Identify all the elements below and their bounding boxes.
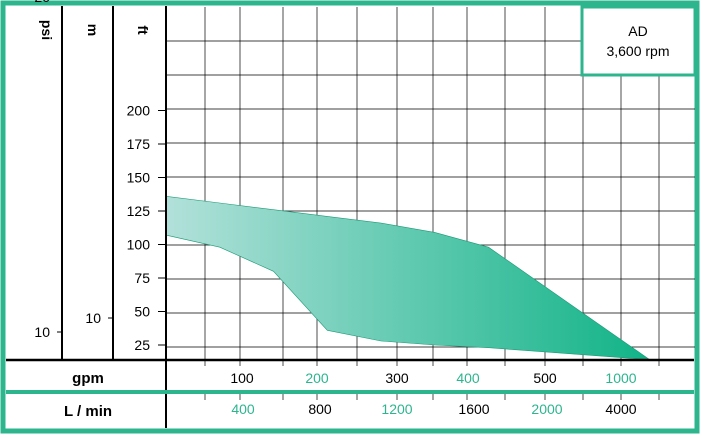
ft-axis-label: ft <box>135 25 151 35</box>
model-title-box <box>580 5 697 77</box>
gpm-axis-label: gpm <box>72 370 104 387</box>
gpm-tick-label: 200 <box>305 370 329 386</box>
lpm-tick-label: 2000 <box>531 401 562 417</box>
lpm-tick-labels: 400 800 1200 1600 2000 4000 <box>231 401 636 417</box>
ft-tick-label: 25 <box>134 337 150 353</box>
m-tick-labels: 102030405060 <box>85 310 101 326</box>
ft-tick-label: 175 <box>127 136 151 152</box>
ft-tick-labels: 25 50 75 100 125 150 175 200 <box>127 103 151 354</box>
gpm-tick-label: 1000 <box>605 370 636 386</box>
gpm-tick-label: 300 <box>385 370 409 386</box>
ft-tick-label: 50 <box>134 304 150 320</box>
lpm-tick-label: 1600 <box>458 401 489 417</box>
gpm-tick-label: 500 <box>533 370 557 386</box>
m-axis-label: m <box>85 24 101 36</box>
chart-axes-lines <box>6 6 694 428</box>
ft-tick-label: 100 <box>127 237 151 253</box>
psi-axis-label: psi <box>39 20 55 40</box>
ft-tick-label: 200 <box>127 103 151 119</box>
psi-tick-label: 20 <box>34 0 50 5</box>
ft-tick-label: 75 <box>134 270 150 286</box>
gpm-tick-label: 100 <box>230 370 254 386</box>
gpm-tick-labels: 100 200 300 400 500 1000 <box>230 370 636 386</box>
lpm-tick-label: 1200 <box>381 401 412 417</box>
model-speed: 3,600 rpm <box>606 43 669 59</box>
psi-tick-labels: 1020304050607080 <box>34 0 50 340</box>
m-tick-label: 10 <box>85 310 101 326</box>
lpm-tick-label: 400 <box>231 401 255 417</box>
lpm-tick-label: 4000 <box>605 401 636 417</box>
ft-tick-label: 125 <box>127 203 151 219</box>
ft-tick-label: 150 <box>127 170 151 186</box>
gpm-tick-label: 400 <box>456 370 480 386</box>
lpm-axis-label: L / min <box>64 403 112 420</box>
psi-tick-label: 10 <box>34 324 50 340</box>
lpm-tick-label: 800 <box>308 401 332 417</box>
operating-envelope-area <box>165 195 651 361</box>
model-name: AD <box>628 23 647 39</box>
